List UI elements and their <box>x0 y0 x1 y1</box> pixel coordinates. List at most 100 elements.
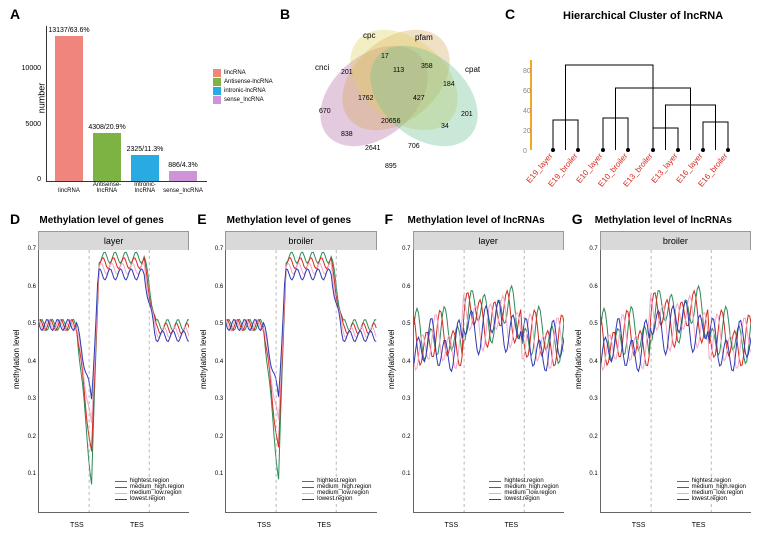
meth-ytick: 0.2 <box>209 434 223 440</box>
meth-ytick: 0.5 <box>209 321 223 327</box>
meth-series <box>226 258 376 447</box>
bar-category-label: Intronic-lncRNA <box>125 182 165 194</box>
meth-ytick: 0.5 <box>584 321 598 327</box>
meth-ylabel: methylation level <box>12 329 21 389</box>
meth-series <box>226 252 376 479</box>
venn-count: 184 <box>443 81 455 88</box>
legend-item: sense_lncRNA <box>213 96 273 104</box>
barchart-A: 050001000013137/63.6%lincRNA4308/20.9%An… <box>46 26 207 182</box>
xtick-tss: TSS <box>445 522 459 529</box>
meth-legend: hightest.regionmedium_high.regionmedium_… <box>676 477 747 503</box>
meth-ylabel: methylation level <box>574 329 583 389</box>
panel-F: F Methylation level of lncRNAslayermethy… <box>383 213 570 533</box>
meth-ylabel: methylation level <box>199 329 208 389</box>
meth-ytick: 0.2 <box>584 434 598 440</box>
dendro-title: Hierarchical Cluster of lncRNA <box>563 10 723 22</box>
venn-count: 670 <box>319 108 331 115</box>
meth-series <box>39 269 189 399</box>
panel-C: C Hierarchical Cluster of lncRNA 0204060… <box>503 8 753 208</box>
svg-text:60: 60 <box>523 88 531 95</box>
meth-subtitle: layer <box>413 231 564 251</box>
legend-A: lincRNAAntisense-lncRNAintronic-lncRNAse… <box>213 68 273 105</box>
meth-series <box>39 263 189 423</box>
meth-legend: hightest.regionmedium_high.regionmedium_… <box>301 477 372 503</box>
venn-set-label: cnci <box>315 63 329 72</box>
venn-set-label: cpat <box>465 65 480 74</box>
meth-ytick: 0.6 <box>397 284 411 290</box>
meth-legend: hightest.regionmedium_high.regionmedium_… <box>114 477 185 503</box>
meth-ytick: 0.7 <box>209 246 223 252</box>
meth-ytick: 0.7 <box>22 246 36 252</box>
meth-plot <box>38 250 189 513</box>
meth-ylabel: methylation level <box>387 329 396 389</box>
meth-ytick: 0.6 <box>209 284 223 290</box>
venn-count: 201 <box>461 111 473 118</box>
bar-Antisense-lncRNA <box>93 133 121 181</box>
bar-category-label: Antisense-lncRNA <box>87 182 127 194</box>
meth-title: Methylation level of genes <box>8 215 195 226</box>
meth-title: Methylation level of lncRNAs <box>570 215 757 226</box>
meth-ytick: 0.1 <box>22 471 36 477</box>
meth-ytick: 0.4 <box>22 359 36 365</box>
meth-ytick: 0.3 <box>397 396 411 402</box>
meth-ytick: 0.1 <box>397 471 411 477</box>
venn-count: 20656 <box>381 118 400 125</box>
xtick-tss: TSS <box>632 522 646 529</box>
meth-ytick: 0.2 <box>397 434 411 440</box>
meth-plot <box>600 250 751 513</box>
venn-count: 895 <box>385 163 397 170</box>
venn-count: 706 <box>408 143 420 150</box>
panel-E: E Methylation level of genesbroilermethy… <box>195 213 382 533</box>
venn-diagram: cncicpcpfamcpat6702011711335818420117624… <box>303 23 483 193</box>
venn-count: 2641 <box>365 145 381 152</box>
panel-B: B cncicpcpfamcpat67020117113358184201176… <box>278 8 503 208</box>
meth-title: Methylation level of genes <box>195 215 382 226</box>
meth-series <box>226 263 376 419</box>
meth-ytick: 0.5 <box>397 321 411 327</box>
meth-series <box>39 252 189 484</box>
meth-plot <box>413 250 564 513</box>
meth-ytick: 0.3 <box>22 396 36 402</box>
meth-plot <box>225 250 376 513</box>
meth-ytick: 0.4 <box>209 359 223 365</box>
venn-set-label: pfam <box>415 33 433 42</box>
legend-item: intronic-lncRNA <box>213 87 273 95</box>
svg-text:0: 0 <box>523 148 527 155</box>
venn-count: 1762 <box>358 95 374 102</box>
venn-count: 34 <box>441 123 449 130</box>
bar-value-label: 2325/11.3% <box>115 146 175 153</box>
meth-ytick: 0.3 <box>209 396 223 402</box>
venn-set-label: cpc <box>363 31 375 40</box>
xtick-tss: TSS <box>70 522 84 529</box>
bar-category-label: sense_lncRNA <box>163 188 203 194</box>
venn-count: 358 <box>421 63 433 70</box>
venn-count: 838 <box>341 131 353 138</box>
xtick-tss: TSS <box>257 522 271 529</box>
meth-ytick: 0.7 <box>397 246 411 252</box>
bar-sense_lncRNA <box>169 171 197 181</box>
panel-D: D Methylation level of geneslayermethyla… <box>8 213 195 533</box>
meth-ytick: 0.1 <box>209 471 223 477</box>
meth-legend: hightest.regionmedium_high.regionmedium_… <box>488 477 559 503</box>
meth-ytick: 0.5 <box>22 321 36 327</box>
bar-value-label: 4308/20.9% <box>77 124 137 131</box>
meth-series <box>39 258 189 451</box>
xtick-tes: TES <box>505 522 519 529</box>
venn-count: 427 <box>413 95 425 102</box>
panel-A: A number 050001000013137/63.6%lincRNA430… <box>8 8 278 208</box>
meth-title: Methylation level of lncRNAs <box>383 215 570 226</box>
panel-label-C: C <box>505 6 515 22</box>
panel-G: G Methylation level of lncRNAsbroilermet… <box>570 213 757 533</box>
bar-value-label: 886/4.3% <box>153 162 213 169</box>
bar-category-label: lincRNA <box>49 188 89 194</box>
meth-ytick: 0.6 <box>584 284 598 290</box>
meth-subtitle: broiler <box>225 231 376 251</box>
bar-lincRNA <box>55 36 83 181</box>
meth-subtitle: layer <box>38 231 189 251</box>
ylabel-A: number <box>36 83 46 114</box>
meth-ytick: 0.1 <box>584 471 598 477</box>
venn-count: 113 <box>393 67 404 74</box>
xtick-tes: TES <box>317 522 331 529</box>
svg-text:80: 80 <box>523 68 531 75</box>
meth-ytick: 0.4 <box>584 359 598 365</box>
